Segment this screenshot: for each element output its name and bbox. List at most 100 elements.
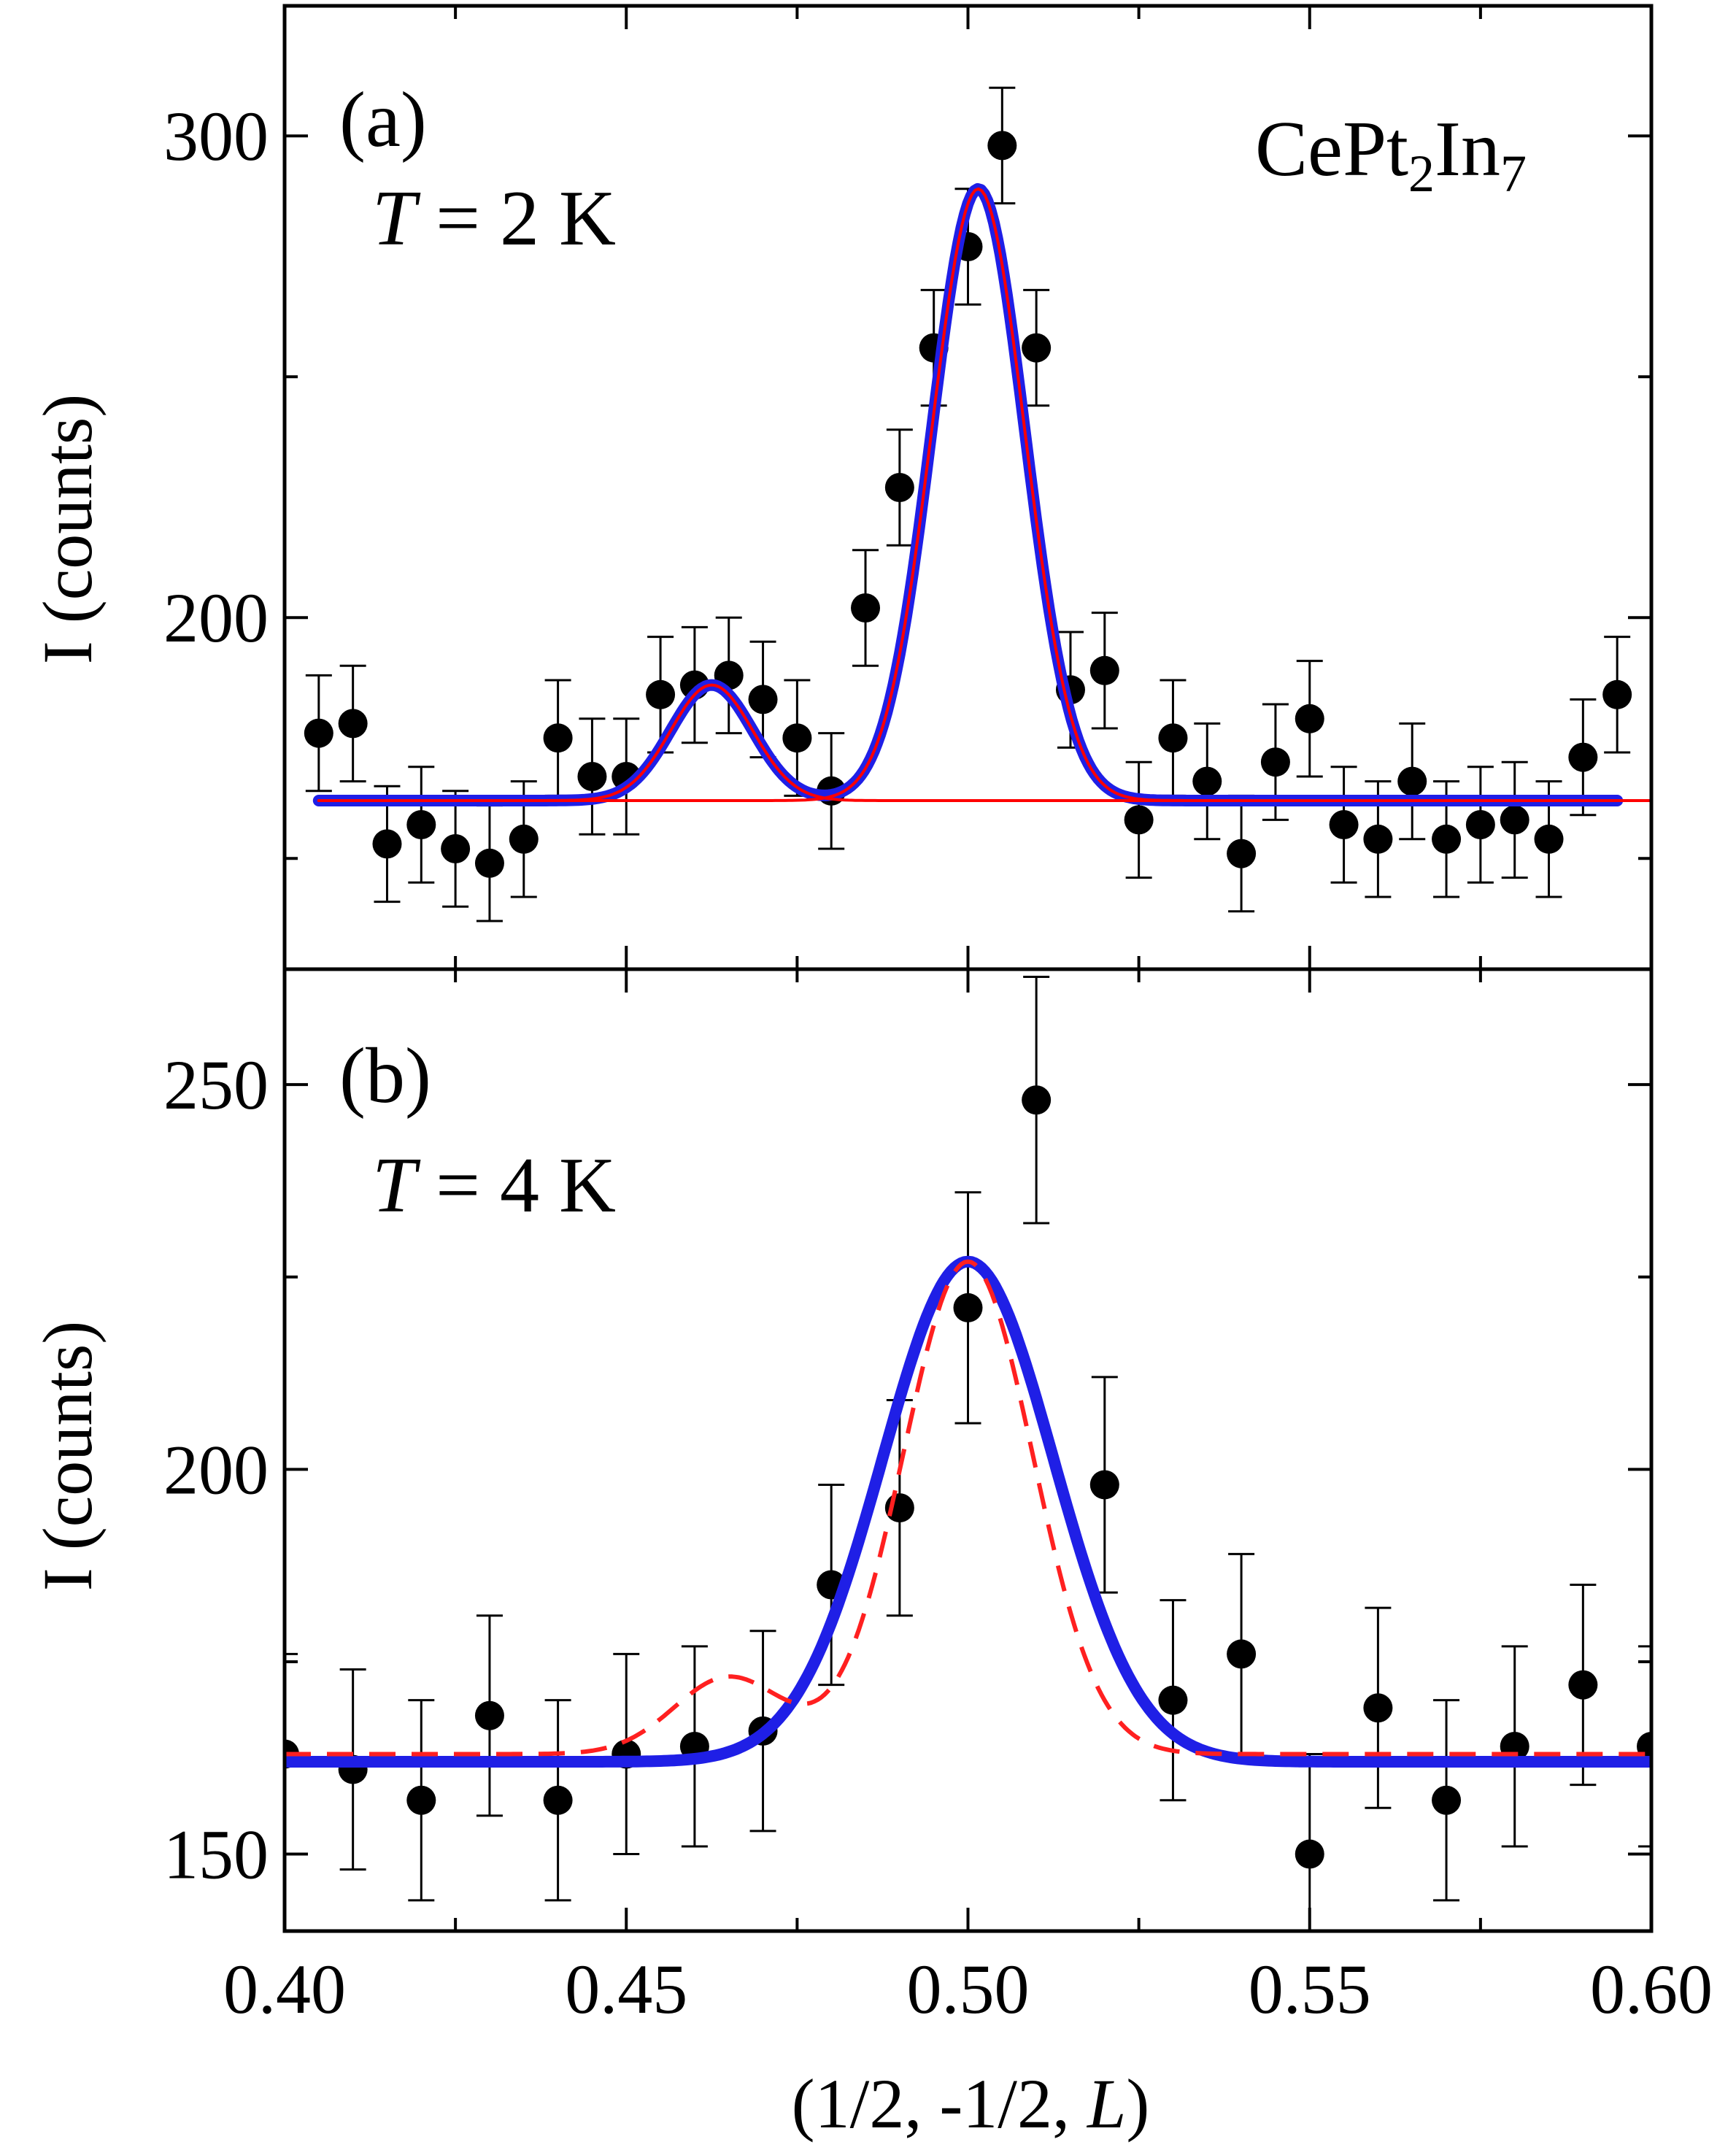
data-marker — [509, 824, 539, 854]
panel-a-data-point — [1397, 722, 1427, 841]
data-marker — [1363, 824, 1393, 854]
panel-b-data-point — [1158, 1599, 1188, 1802]
data-marker — [474, 848, 504, 878]
panel-b-ytick-label: 150 — [163, 1816, 269, 1894]
data-marker — [782, 723, 812, 753]
data-marker — [543, 723, 573, 753]
data-marker — [406, 1785, 436, 1815]
data-marker — [1568, 1670, 1598, 1700]
data-marker — [1329, 810, 1359, 839]
panel-a-data-point — [1124, 760, 1154, 879]
panel-a-data-point — [1227, 794, 1257, 913]
panel-a-plot-area — [304, 86, 1651, 922]
panel-a-data-point — [1432, 780, 1462, 898]
panel-b-data-point — [953, 1191, 983, 1425]
data-marker — [577, 762, 607, 791]
panel-b-ytick-label: 250 — [163, 1046, 269, 1124]
data-marker — [1397, 766, 1427, 796]
xtick-label: 0.50 — [907, 1950, 1030, 2028]
data-marker — [338, 709, 368, 739]
data-marker — [1192, 766, 1222, 796]
panel-a-data-point — [1192, 722, 1222, 841]
panel-a-data-point — [987, 86, 1017, 205]
panel-b-data-point — [1568, 1584, 1598, 1787]
panel-b-data-point — [1363, 1606, 1393, 1809]
panel-b-data-point — [543, 1699, 573, 1902]
data-marker — [646, 679, 676, 709]
data-marker — [1295, 1839, 1324, 1869]
data-marker — [304, 718, 333, 748]
data-marker — [1465, 810, 1495, 839]
panel-a-data-point — [1089, 612, 1119, 730]
data-marker — [1022, 333, 1052, 363]
panel-b-ylabel: I (counts) — [28, 1321, 107, 1592]
panel-a-data-point — [338, 664, 368, 783]
panel-a-label: (a) — [339, 77, 427, 163]
panel-a-data-point — [1295, 660, 1324, 778]
data-marker — [1227, 839, 1257, 868]
panel-b-dashed-fit-line — [285, 1259, 1651, 1757]
panel-b-temperature: T = 4 K — [372, 1142, 616, 1229]
data-marker — [748, 685, 778, 714]
panel-b-data-point — [1022, 976, 1052, 1225]
panel-b-data-point — [1432, 1699, 1462, 1902]
panel-a-data-point — [577, 717, 607, 836]
panel-a-data-point — [441, 790, 471, 908]
data-marker — [1022, 1085, 1052, 1115]
data-marker — [406, 810, 436, 839]
data-marker — [474, 1700, 504, 1730]
data-marker — [953, 1292, 983, 1322]
data-marker — [1432, 824, 1462, 854]
panel-a-data-point — [782, 679, 812, 797]
panel-a-data-point — [1602, 636, 1632, 754]
data-marker — [1363, 1693, 1393, 1723]
panel-a-data-point — [406, 766, 436, 884]
panel-b-data-point — [406, 1699, 436, 1902]
panel-a-data-point — [1329, 766, 1359, 884]
panel-a-ylabel: I (counts) — [28, 394, 107, 665]
data-marker — [1500, 805, 1529, 835]
panel-b-data-point — [474, 1614, 504, 1817]
panel-a-ytick-label: 200 — [163, 579, 269, 657]
data-marker — [1568, 742, 1598, 772]
data-marker — [1089, 1470, 1119, 1500]
data-marker — [372, 829, 402, 859]
panel-b-ticks: 150 200 250 0.40 0.45 0.50 0.55 0.60 — [163, 969, 1713, 2028]
data-marker — [987, 131, 1017, 161]
panel-a-data-point — [304, 674, 333, 793]
xtick-label: 0.60 — [1590, 1950, 1713, 2028]
panel-a-component-fit-line — [317, 187, 1651, 802]
panel-b-plot-area — [285, 976, 1651, 1931]
panel-a-ytick-label: 300 — [163, 97, 269, 175]
data-marker — [441, 834, 471, 863]
panel-b-series — [285, 976, 1651, 1931]
data-marker — [1158, 723, 1188, 753]
xtick-label: 0.40 — [223, 1950, 346, 2028]
panel-a-data-point — [851, 549, 881, 667]
panel-a-data-point — [474, 804, 504, 922]
panel-a-ticks: 200 300 — [163, 6, 1653, 969]
x-axis-label: (1/2, -1/2, L) — [792, 2065, 1150, 2143]
data-marker — [1124, 805, 1154, 835]
data-marker — [1534, 824, 1564, 854]
data-marker — [543, 1785, 573, 1815]
data-marker — [1158, 1685, 1188, 1715]
panel-a-data-point — [1465, 766, 1495, 884]
data-marker — [1260, 747, 1290, 777]
panel-a-series — [304, 86, 1651, 922]
data-marker — [1295, 704, 1324, 733]
panel-b-data-point — [1089, 1376, 1119, 1594]
xtick-label: 0.45 — [565, 1950, 687, 2028]
panel-a-data-point — [884, 428, 914, 547]
xtick-label: 0.55 — [1249, 1950, 1371, 2028]
data-marker — [851, 593, 881, 623]
compound-label: CePt2In7 — [1255, 106, 1527, 203]
panel-a: 200 300 (a) T = 2 K CePt2In7 I (counts) — [28, 4, 1654, 971]
panel-b-ytick-label: 200 — [163, 1430, 269, 1509]
panel-a-temperature: T = 2 K — [372, 175, 616, 262]
data-marker — [884, 473, 914, 502]
panel-b-label: (b) — [339, 1033, 431, 1120]
data-marker — [1432, 1785, 1462, 1815]
panel-a-data-point — [1500, 760, 1529, 879]
